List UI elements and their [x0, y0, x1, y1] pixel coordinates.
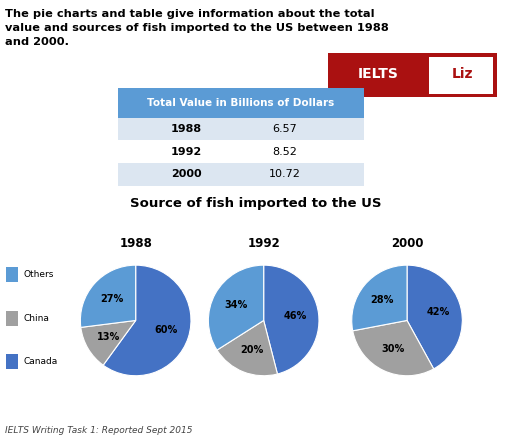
Text: Others: Others: [24, 271, 54, 279]
Wedge shape: [208, 265, 264, 350]
Bar: [118, 118, 364, 140]
Text: Canada: Canada: [24, 357, 58, 366]
Bar: [118, 163, 364, 186]
Wedge shape: [407, 265, 462, 369]
Text: 1988: 1988: [171, 124, 202, 134]
Text: Source of fish imported to the US: Source of fish imported to the US: [130, 197, 382, 210]
Wedge shape: [103, 265, 191, 376]
Text: China: China: [24, 314, 50, 323]
Text: 28%: 28%: [371, 295, 394, 305]
Text: 13%: 13%: [96, 332, 120, 342]
Title: 1992: 1992: [247, 237, 280, 250]
Title: 1988: 1988: [119, 237, 152, 250]
Text: 10.72: 10.72: [269, 169, 301, 179]
Text: 46%: 46%: [284, 312, 307, 321]
Text: The pie charts and table give information about the total
value and sources of f: The pie charts and table give informatio…: [5, 9, 389, 47]
Text: 42%: 42%: [426, 308, 450, 317]
Wedge shape: [264, 265, 319, 374]
Text: 27%: 27%: [100, 294, 123, 304]
Text: Total Value in Billions of Dollars: Total Value in Billions of Dollars: [147, 98, 334, 108]
Text: Liz: Liz: [451, 67, 473, 81]
Text: 1992: 1992: [171, 147, 202, 156]
Text: IELTS Writing Task 1: Reported Sept 2015: IELTS Writing Task 1: Reported Sept 2015: [5, 427, 193, 435]
Bar: [7, 311, 18, 326]
Text: IELTS: IELTS: [358, 67, 399, 81]
Text: 34%: 34%: [224, 300, 247, 310]
Wedge shape: [217, 320, 278, 376]
Title: 2000: 2000: [391, 237, 423, 250]
Bar: [118, 88, 364, 118]
Text: 30%: 30%: [382, 344, 405, 354]
Bar: [7, 354, 18, 369]
Bar: [118, 140, 364, 163]
Text: 6.57: 6.57: [272, 124, 297, 134]
Text: 20%: 20%: [240, 345, 264, 355]
Bar: [429, 57, 493, 94]
Text: 60%: 60%: [155, 325, 178, 335]
Wedge shape: [352, 265, 407, 331]
Bar: [7, 267, 18, 282]
Text: 8.52: 8.52: [272, 147, 297, 156]
Text: 2000: 2000: [171, 169, 202, 179]
Wedge shape: [81, 320, 136, 365]
Wedge shape: [80, 265, 136, 328]
Wedge shape: [353, 320, 434, 376]
